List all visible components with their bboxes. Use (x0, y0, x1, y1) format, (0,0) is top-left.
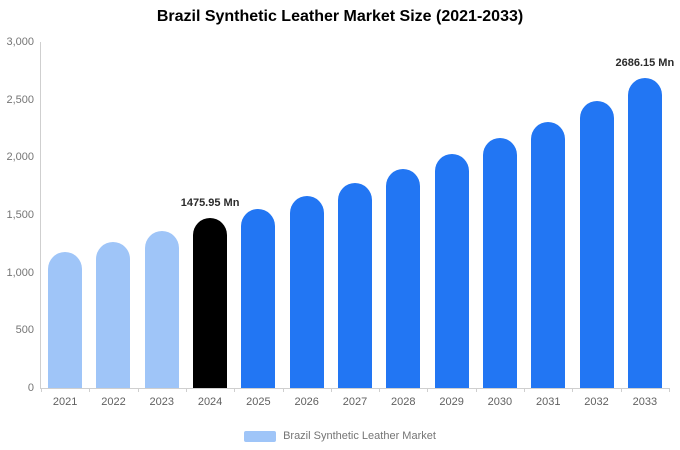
y-tick-label: 0 (27, 382, 34, 394)
x-axis-tick (41, 388, 42, 392)
x-label-2024: 2024 (197, 396, 223, 408)
y-tick-label: 1,000 (6, 266, 34, 279)
legend-swatch (244, 430, 277, 442)
bar-2032 (579, 100, 614, 388)
bar-2021 (48, 251, 83, 388)
bar-2023 (144, 231, 179, 388)
bar-2031 (531, 121, 566, 388)
x-axis-tick (282, 388, 284, 392)
x-axis-tick (475, 388, 477, 392)
x-axis-tick (185, 388, 187, 392)
plot-area: 2021 2022 2023 2024 2025 2026 2027 2028 2029 2030… (40, 42, 674, 408)
bar-2030 (482, 137, 517, 388)
x-label-2025: 2025 (246, 396, 271, 408)
bar-2024 (193, 217, 228, 388)
legend: Brazil Synthetic Leather Market (0, 430, 680, 442)
x-label-2032: 2032 (584, 396, 609, 408)
y-tick-label: 500 (15, 324, 34, 337)
x-label-2027: 2027 (342, 396, 368, 408)
bar-2033 (627, 78, 662, 388)
x-axis-tick (572, 388, 574, 392)
bar-2029 (434, 153, 469, 388)
x-axis-tick (330, 388, 332, 392)
chart-title: Brazil Synthetic Leather Market Size (20… (156, 8, 524, 25)
x-axis-tick (524, 388, 526, 392)
x-label-2028: 2028 (391, 396, 416, 408)
x-axis-tick (234, 388, 236, 392)
x-label-2030: 2030 (487, 396, 513, 408)
x-label-2029: 2029 (439, 396, 464, 408)
bar-2022 (96, 241, 131, 388)
x-axis-tick (137, 388, 139, 392)
y-tick-label: 1,500 (6, 209, 34, 221)
y-tick-label: 2,000 (6, 151, 34, 164)
bar-2027 (338, 183, 372, 388)
x-axis-tick (427, 388, 429, 392)
y-axis: 0 500 1,000 1,500 2,000 2,500 3,000 (0, 36, 34, 394)
x-label-2022: 2022 (101, 396, 126, 408)
y-tick-label: 2,500 (6, 93, 34, 106)
x-label-2031: 2031 (535, 396, 561, 408)
legend-label: Brazil Synthetic Leather Market (283, 430, 436, 442)
x-axis-tick (669, 388, 670, 392)
value-label-2033: 2686.15 Mn (615, 57, 675, 70)
bar-2026 (289, 196, 324, 388)
x-label-2023: 2023 (149, 396, 175, 408)
x-label-2033: 2033 (632, 396, 658, 408)
value-label-2024: 1475.95 Mn (180, 196, 240, 209)
x-axis-tick (379, 388, 381, 392)
x-axis-tick (620, 388, 622, 392)
x-label-2021: 2021 (52, 396, 78, 408)
y-tick-label: 3,000 (6, 36, 34, 48)
bar-2025 (241, 209, 276, 388)
x-axis-tick (89, 388, 91, 392)
bar-2028 (386, 168, 421, 388)
x-label-2026: 2026 (294, 396, 319, 408)
